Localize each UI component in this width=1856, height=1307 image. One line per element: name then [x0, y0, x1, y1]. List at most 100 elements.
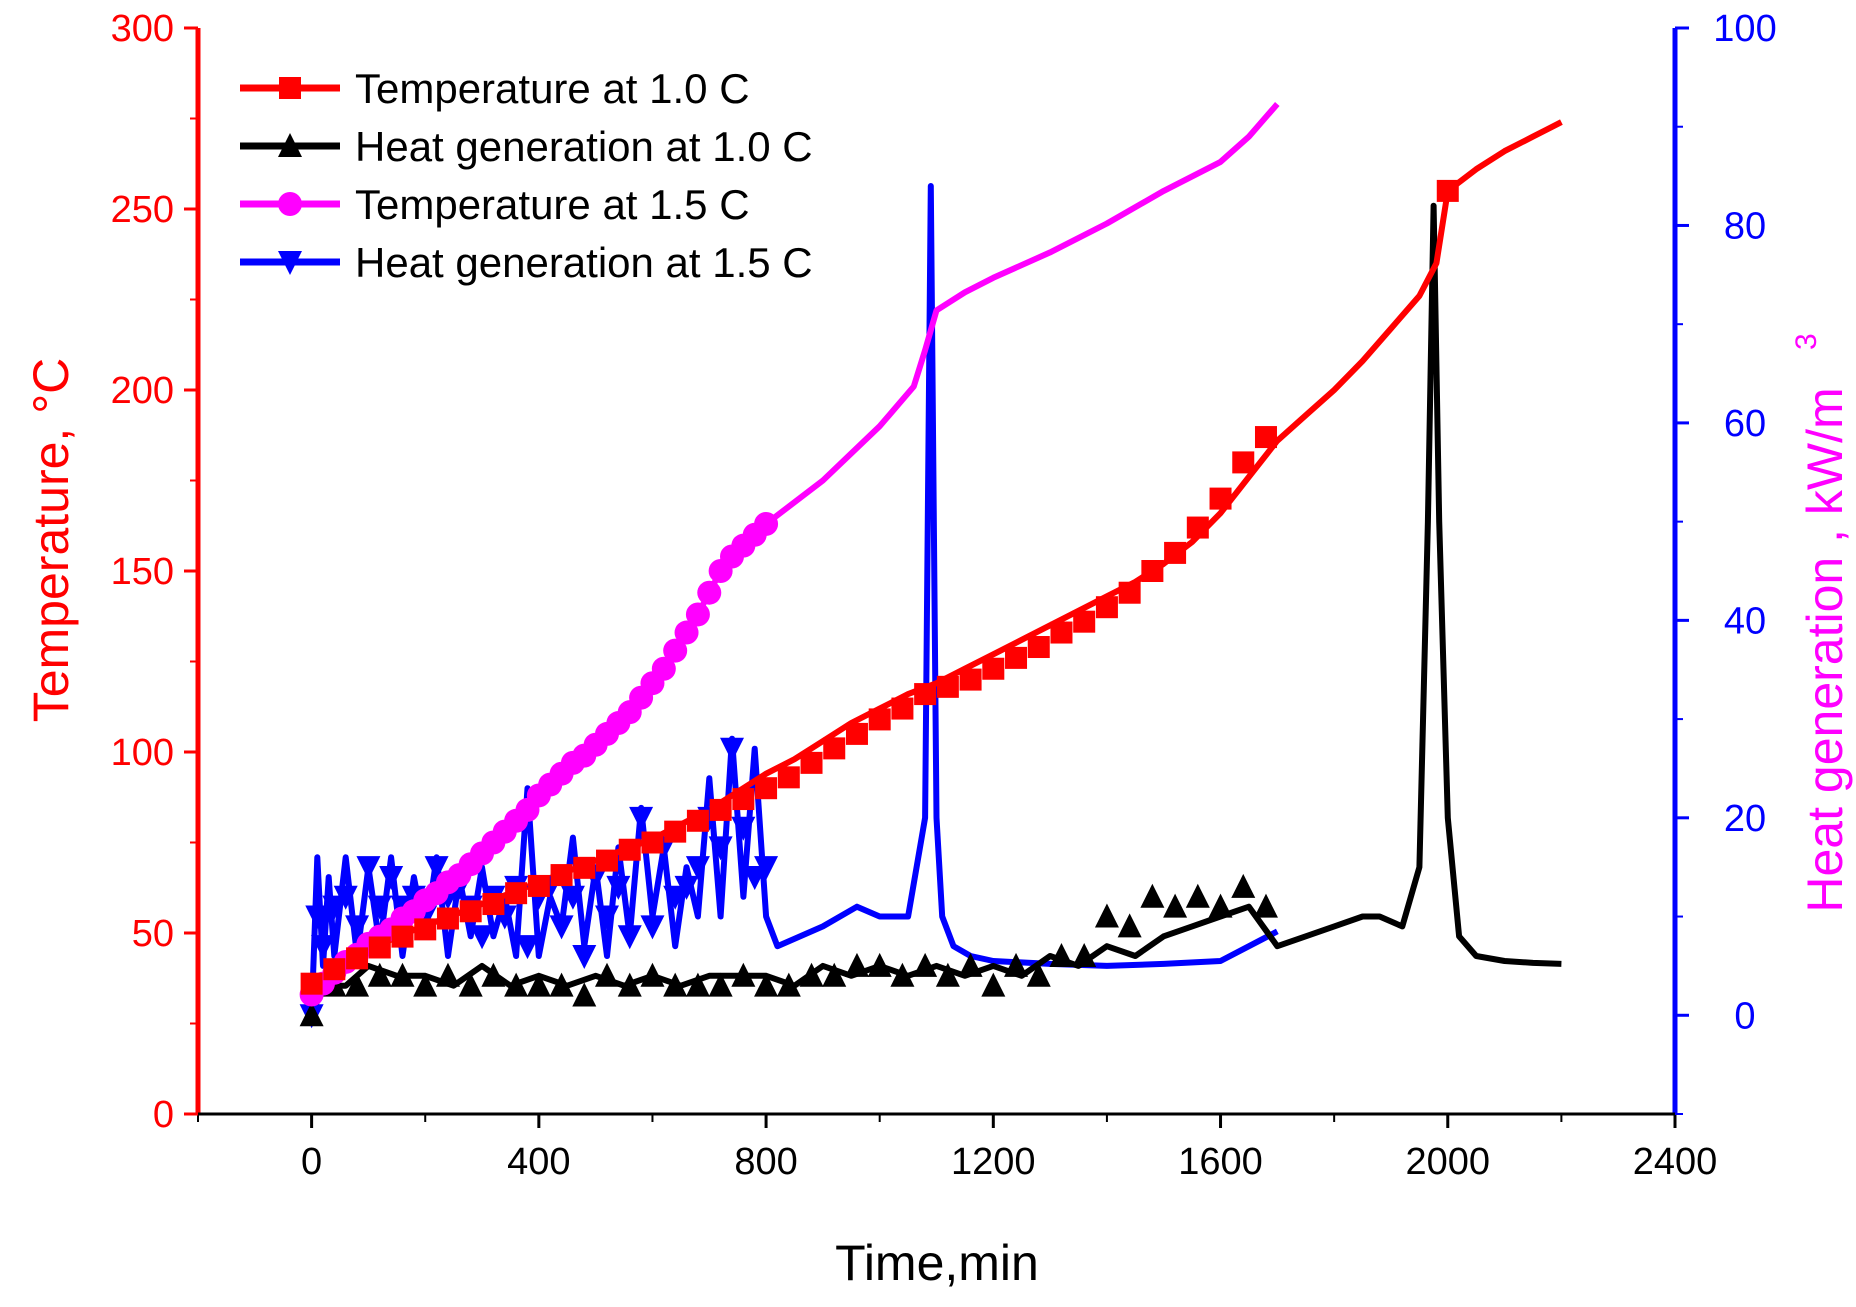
- marker-temperature-at-1-0-c: [414, 918, 437, 941]
- marker-temperature-at-1-0-c: [1232, 451, 1255, 474]
- x-tick-label: 1200: [951, 1141, 1036, 1183]
- marker-heat-generation-at-1-0-c: [754, 972, 779, 997]
- marker-heat-generation-at-1-5-c: [617, 925, 642, 950]
- legend: Temperature at 1.0 C Heat generation at 1…: [240, 65, 813, 286]
- marker-heat-generation-at-1-0-c: [731, 962, 756, 987]
- marker-temperature-at-1-0-c: [1118, 581, 1141, 604]
- marker-heat-generation-at-1-5-c: [549, 915, 574, 940]
- marker-temperature-at-1-0-c: [845, 722, 868, 745]
- left-tick-label: 50: [132, 913, 174, 955]
- legend-swatch-marker: [278, 251, 302, 275]
- right-tick-label: 80: [1724, 205, 1766, 247]
- x-tick-label: 2400: [1633, 1141, 1718, 1183]
- marker-heat-generation-at-1-0-c: [617, 972, 642, 997]
- marker-heat-generation-at-1-0-c: [685, 972, 710, 997]
- series-line-temperature-at-1-5-c: [309, 102, 1280, 997]
- marker-temperature-at-1-0-c: [1209, 487, 1232, 510]
- marker-heat-generation-at-1-5-c: [367, 895, 392, 920]
- marker-temperature-at-1-0-c: [1073, 610, 1096, 633]
- marker-heat-generation-at-1-5-c: [310, 935, 335, 960]
- marker-heat-generation-at-1-0-c: [1049, 943, 1074, 968]
- marker-temperature-at-1-0-c: [936, 675, 959, 698]
- marker-temperature-at-1-0-c: [1050, 621, 1073, 644]
- marker-temperature-at-1-0-c: [891, 697, 914, 720]
- marker-heat-generation-at-1-0-c: [708, 972, 733, 997]
- marker-heat-generation-at-1-0-c: [1163, 893, 1188, 918]
- right-y-axis-title-group: Heat generation , kW/m 3: [1790, 333, 1853, 912]
- marker-temperature-at-1-5-c: [651, 656, 676, 681]
- marker-heat-generation-at-1-5-c: [424, 856, 449, 881]
- marker-heat-generation-at-1-0-c: [504, 972, 529, 997]
- ticks-layer: 0 400 800 1200 1600 2000 240005010015020025030…: [111, 8, 1777, 1183]
- marker-temperature-at-1-0-c: [1095, 596, 1118, 619]
- legend-entry-label: Temperature at 1.5 C: [355, 181, 750, 228]
- x-tick-label: 800: [734, 1141, 797, 1183]
- marker-temperature-at-1-0-c: [323, 958, 346, 981]
- marker-temperature-at-1-0-c: [732, 788, 755, 811]
- marker-temperature-at-1-0-c: [709, 798, 732, 821]
- marker-heat-generation-at-1-0-c: [1231, 873, 1256, 898]
- marker-heat-generation-at-1-5-c: [674, 875, 699, 900]
- marker-heat-generation-at-1-0-c: [822, 962, 847, 987]
- marker-temperature-at-1-0-c: [777, 766, 800, 789]
- marker-heat-generation-at-1-0-c: [1140, 883, 1165, 908]
- marker-temperature-at-1-5-c: [685, 602, 710, 627]
- marker-temperature-at-1-0-c: [596, 849, 619, 872]
- marker-temperature-at-1-5-c: [754, 511, 779, 536]
- left-tick-label: 200: [111, 370, 174, 412]
- marker-temperature-at-1-0-c: [755, 777, 778, 800]
- marker-temperature-at-1-0-c: [686, 809, 709, 832]
- marker-heat-generation-at-1-0-c: [640, 962, 665, 987]
- marker-temperature-at-1-5-c: [674, 620, 699, 645]
- marker-temperature-at-1-0-c: [550, 864, 573, 887]
- marker-heat-generation-at-1-5-c: [305, 905, 330, 930]
- marker-heat-generation-at-1-0-c: [1026, 962, 1051, 987]
- marker-temperature-at-1-0-c: [664, 820, 687, 843]
- marker-heat-generation-at-1-0-c: [1185, 883, 1210, 908]
- marker-heat-generation-at-1-0-c: [1004, 952, 1029, 977]
- right-tick-label: 20: [1724, 798, 1766, 840]
- marker-temperature-at-1-0-c: [800, 751, 823, 774]
- marker-heat-generation-at-1-5-c: [560, 885, 585, 910]
- marker-heat-generation-at-1-5-c: [322, 895, 347, 920]
- marker-temperature-at-1-0-c: [368, 936, 391, 959]
- marker-heat-generation-at-1-5-c: [606, 875, 631, 900]
- marker-heat-generation-at-1-0-c: [481, 962, 506, 987]
- marker-heat-generation-at-1-0-c: [844, 952, 869, 977]
- right-y-axis-title-superscript: 3: [1790, 333, 1823, 350]
- marker-temperature-at-1-0-c: [982, 657, 1005, 680]
- marker-heat-generation-at-1-5-c: [719, 737, 744, 762]
- marker-heat-generation-at-1-0-c: [458, 972, 483, 997]
- marker-heat-generation-at-1-0-c: [935, 962, 960, 987]
- marker-temperature-at-1-0-c: [641, 831, 664, 854]
- marker-temperature-at-1-0-c: [1027, 636, 1050, 659]
- marker-heat-generation-at-1-0-c: [890, 962, 915, 987]
- marker-temperature-at-1-0-c: [1436, 179, 1459, 202]
- marker-temperature-at-1-0-c: [1005, 646, 1028, 669]
- marker-heat-generation-at-1-5-c: [345, 915, 370, 940]
- marker-temperature-at-1-0-c: [505, 882, 528, 905]
- marker-heat-generation-at-1-5-c: [708, 836, 733, 861]
- marker-heat-generation-at-1-0-c: [435, 962, 460, 987]
- marker-heat-generation-at-1-0-c: [913, 952, 938, 977]
- legend-entry-label: Temperature at 1.0 C: [355, 65, 750, 112]
- marker-heat-generation-at-1-5-c: [572, 945, 597, 970]
- marker-heat-generation-at-1-5-c: [470, 925, 495, 950]
- marker-heat-generation-at-1-5-c: [379, 866, 404, 891]
- marker-temperature-at-1-0-c: [391, 925, 414, 948]
- marker-heat-generation-at-1-0-c: [367, 962, 392, 987]
- marker-temperature-at-1-0-c: [459, 900, 482, 923]
- marker-temperature-at-1-0-c: [1186, 516, 1209, 539]
- left-tick-label: 100: [111, 732, 174, 774]
- legend-swatch-marker: [278, 192, 302, 216]
- marker-temperature-at-1-5-c: [663, 638, 688, 663]
- marker-temperature-at-1-0-c: [436, 907, 459, 930]
- marker-heat-generation-at-1-5-c: [754, 856, 779, 881]
- marker-heat-generation-at-1-0-c: [595, 962, 620, 987]
- right-y-axis-title: Heat generation , kW/m: [1797, 387, 1853, 912]
- marker-heat-generation-at-1-0-c: [299, 1002, 324, 1027]
- left-tick-label: 0: [153, 1094, 174, 1136]
- marker-heat-generation-at-1-5-c: [742, 866, 767, 891]
